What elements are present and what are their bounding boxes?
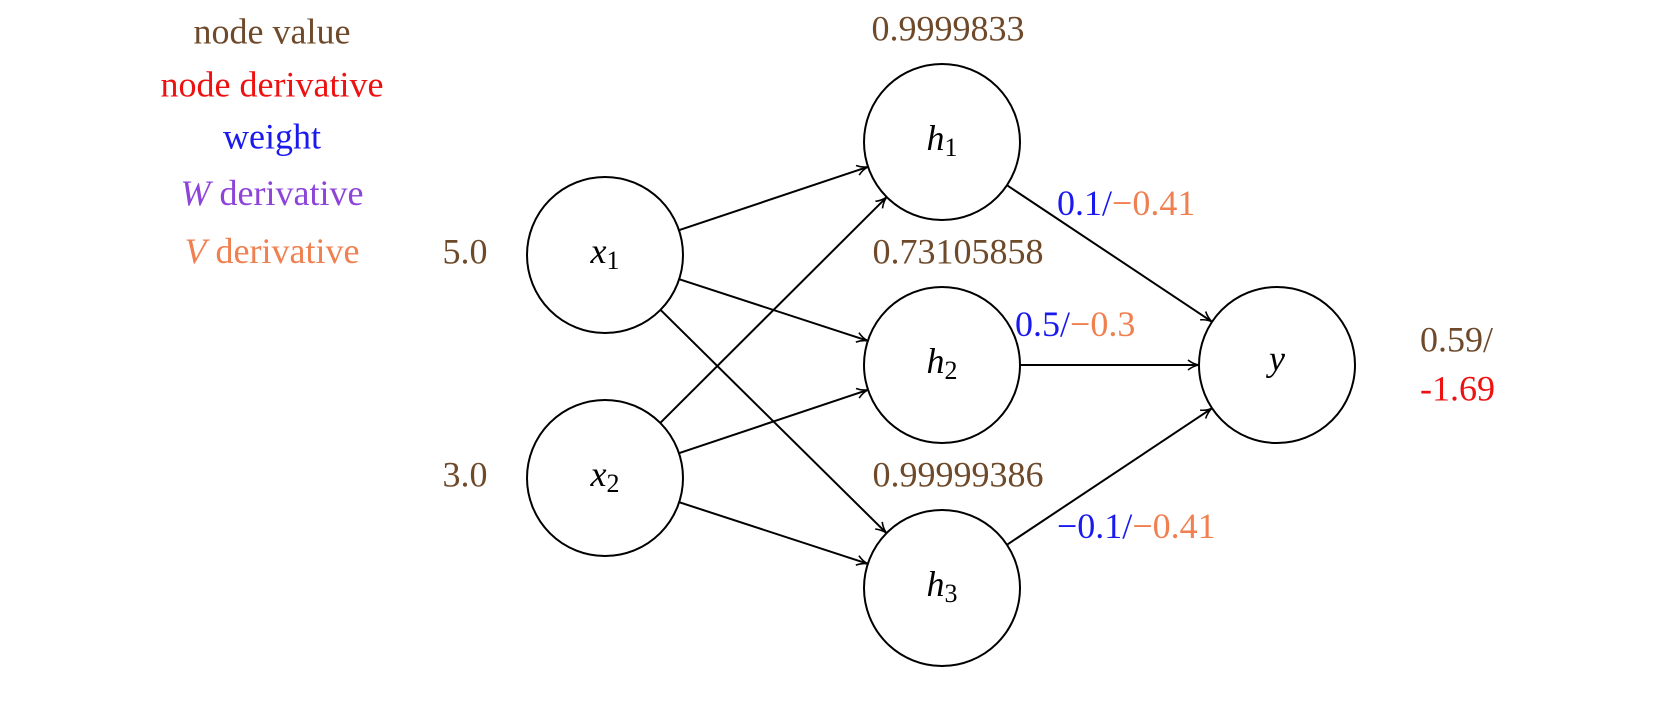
node xyxy=(1198,286,1356,444)
legend-item: V derivative xyxy=(185,231,360,271)
edge-derivative: −0.3 xyxy=(1070,304,1135,344)
edge-label: 0.1/−0.41 xyxy=(1057,183,1195,223)
node-label: h3 xyxy=(927,564,958,608)
edges xyxy=(659,164,1213,566)
legend-symbol: W xyxy=(181,173,214,213)
node-label: x2 xyxy=(590,454,620,498)
edge-derivative: −0.41 xyxy=(1132,506,1215,546)
node-subscript: 2 xyxy=(945,356,958,385)
legend-text: derivative xyxy=(220,173,364,213)
node-label: h2 xyxy=(927,341,958,385)
edge-derivative: −0.41 xyxy=(1112,183,1195,223)
node-subscript: 1 xyxy=(606,246,619,275)
node-symbol: y xyxy=(1266,338,1285,378)
node-value: 5.0 xyxy=(443,231,488,271)
node-value: 0.99999386 xyxy=(873,454,1044,494)
legend-item: node derivative xyxy=(161,64,384,104)
node-value: 0.73105858 xyxy=(873,231,1044,271)
node-subscript: 1 xyxy=(945,133,958,162)
node-symbol: x xyxy=(590,454,607,494)
node xyxy=(526,399,684,557)
node-label: x1 xyxy=(590,231,620,275)
edge-weight: 0.5/ xyxy=(1015,304,1070,344)
edge-weight: −0.1/ xyxy=(1057,506,1132,546)
node-value: 0.9999833 xyxy=(872,8,1025,48)
edge-label: 0.5/−0.3 xyxy=(1015,304,1135,344)
node-symbol: h xyxy=(927,564,945,604)
node-symbol: x xyxy=(590,231,607,271)
node xyxy=(863,63,1021,221)
legend-text: derivative xyxy=(216,231,360,271)
node-symbol: h xyxy=(927,341,945,381)
edge xyxy=(1006,184,1213,323)
edge xyxy=(678,501,869,566)
node-symbol: h xyxy=(927,118,945,158)
edge xyxy=(678,387,869,455)
node xyxy=(863,286,1021,444)
edge-label: −0.1/−0.41 xyxy=(1057,506,1216,546)
node-derivative: -1.69 xyxy=(1420,368,1495,408)
edge-weight: 0.1/ xyxy=(1057,183,1112,223)
legend-item: node value xyxy=(194,11,351,51)
node-label: h1 xyxy=(927,118,958,162)
legend-item: weight xyxy=(223,116,321,156)
edge xyxy=(659,196,888,424)
legend-symbol: V xyxy=(185,231,211,271)
edge xyxy=(678,164,869,232)
node-value: 0.59/ xyxy=(1420,319,1493,359)
node xyxy=(863,509,1021,667)
node-subscript: 3 xyxy=(945,579,958,608)
node-subscript: 2 xyxy=(606,469,619,498)
node-value: 3.0 xyxy=(443,454,488,494)
edge xyxy=(1006,407,1213,546)
legend-item: W derivative xyxy=(181,173,364,213)
node xyxy=(526,176,684,334)
